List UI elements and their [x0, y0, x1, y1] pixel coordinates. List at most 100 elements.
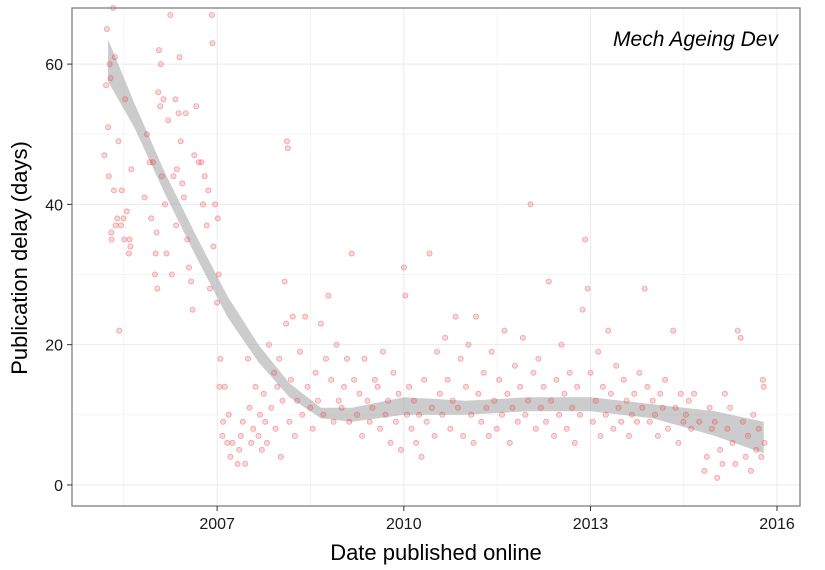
- data-point: [270, 369, 277, 376]
- data-point: [761, 439, 768, 446]
- data-point: [312, 369, 319, 376]
- data-point: [480, 369, 487, 376]
- data-point: [281, 278, 288, 285]
- data-point: [742, 453, 749, 460]
- data-point: [283, 320, 290, 327]
- data-point: [491, 397, 498, 404]
- data-point: [143, 131, 150, 138]
- data-point: [151, 271, 158, 278]
- data-point: [636, 369, 643, 376]
- data-point: [626, 432, 633, 439]
- data-points: [101, 5, 768, 481]
- data-point: [121, 236, 128, 243]
- data-point: [670, 327, 677, 334]
- data-point: [283, 138, 290, 145]
- data-point: [146, 159, 153, 166]
- data-point: [460, 432, 467, 439]
- data-point: [173, 166, 180, 173]
- data-point: [478, 418, 485, 425]
- data-point: [527, 201, 534, 208]
- data-point: [152, 250, 159, 257]
- data-point: [558, 341, 565, 348]
- data-point: [403, 411, 410, 418]
- data-point: [224, 439, 231, 446]
- data-point: [221, 383, 228, 390]
- data-point: [262, 418, 269, 425]
- data-point: [597, 432, 604, 439]
- data-point: [519, 334, 526, 341]
- data-point: [392, 418, 399, 425]
- data-point: [155, 47, 162, 54]
- data-point: [504, 390, 511, 397]
- data-point: [154, 285, 161, 292]
- data-point: [436, 390, 443, 397]
- panel-border: [71, 7, 801, 507]
- data-point: [115, 138, 122, 145]
- data-point: [618, 418, 625, 425]
- data-point: [397, 446, 404, 453]
- data-point: [101, 152, 108, 159]
- data-point: [755, 425, 762, 432]
- data-point: [307, 404, 314, 411]
- data-point: [634, 418, 641, 425]
- data-point: [470, 439, 477, 446]
- data-point: [168, 271, 175, 278]
- data-point: [569, 404, 576, 411]
- data-point: [514, 418, 521, 425]
- data-point: [107, 75, 114, 82]
- data-point: [353, 411, 360, 418]
- data-point: [117, 222, 124, 229]
- data-point: [602, 411, 609, 418]
- data-point: [623, 397, 630, 404]
- data-point: [182, 110, 189, 117]
- data-point: [328, 376, 335, 383]
- data-point: [157, 103, 164, 110]
- data-point: [444, 376, 451, 383]
- data-point: [433, 348, 440, 355]
- data-point: [118, 187, 125, 194]
- data-point: [343, 355, 350, 362]
- data-point: [439, 411, 446, 418]
- data-point: [374, 383, 381, 390]
- data-point: [652, 411, 659, 418]
- data-point: [302, 313, 309, 320]
- data-point: [103, 82, 110, 89]
- data-point: [732, 460, 739, 467]
- data-point: [672, 404, 679, 411]
- data-point: [351, 376, 358, 383]
- y-tick-label: 0: [54, 478, 63, 495]
- data-point: [141, 194, 148, 201]
- data-point: [509, 404, 516, 411]
- data-point: [677, 390, 684, 397]
- data-point: [556, 411, 563, 418]
- data-point: [745, 432, 752, 439]
- data-point: [114, 215, 121, 222]
- data-point: [314, 397, 321, 404]
- data-point: [185, 264, 192, 271]
- data-point: [379, 348, 386, 355]
- data-point: [721, 390, 728, 397]
- data-point: [408, 425, 415, 432]
- data-point: [551, 432, 558, 439]
- data-point: [747, 467, 754, 474]
- data-point: [149, 159, 156, 166]
- data-point: [400, 264, 407, 271]
- data-point: [203, 222, 210, 229]
- data-point: [110, 187, 117, 194]
- data-point: [274, 383, 281, 390]
- data-point: [532, 425, 539, 432]
- data-point: [485, 432, 492, 439]
- data-point: [426, 250, 433, 257]
- data-point: [244, 355, 251, 362]
- minor-gridlines: [72, 8, 800, 506]
- data-point: [750, 411, 757, 418]
- data-point: [163, 250, 170, 257]
- data-point: [179, 180, 186, 187]
- data-point: [423, 418, 430, 425]
- data-point: [696, 418, 703, 425]
- data-point: [592, 397, 599, 404]
- data-point: [309, 425, 316, 432]
- data-point: [543, 418, 550, 425]
- data-point: [402, 292, 409, 299]
- data-point: [286, 418, 293, 425]
